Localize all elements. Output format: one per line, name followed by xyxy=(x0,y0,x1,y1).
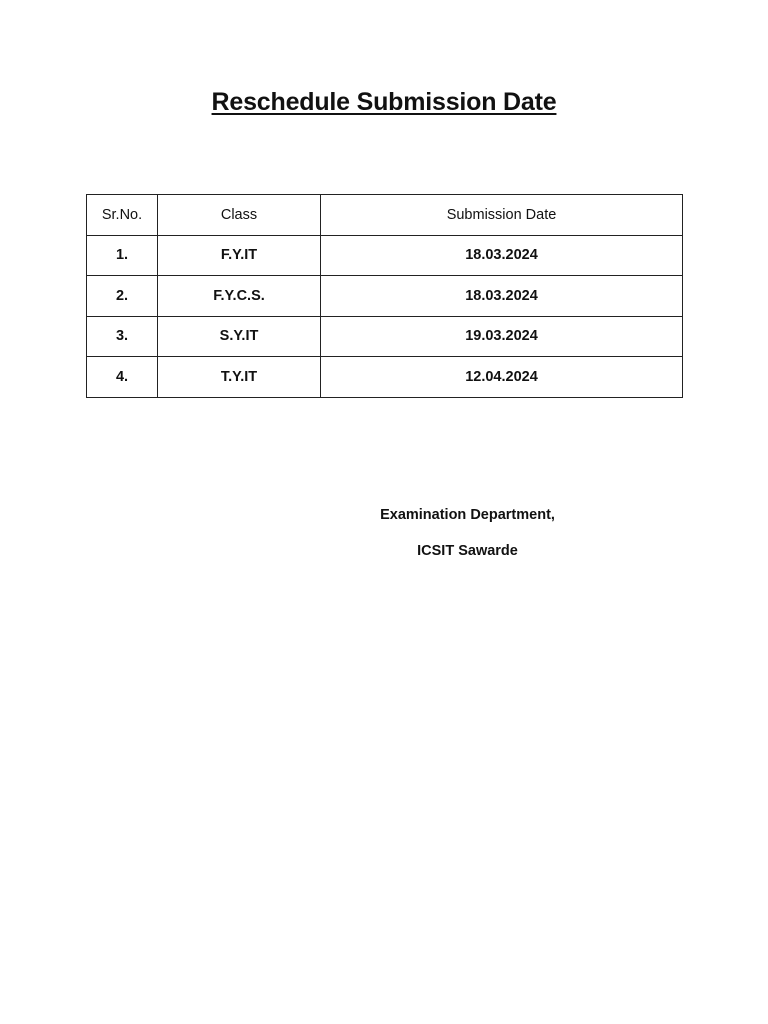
header-submission-date: Submission Date xyxy=(320,194,683,236)
table-row: 1. F.Y.IT 18.03.2024 xyxy=(86,234,683,276)
header-sr-no: Sr.No. xyxy=(86,194,158,236)
cell-class: S.Y.IT xyxy=(157,315,321,357)
table-row: 2. F.Y.C.S. 18.03.2024 xyxy=(86,275,683,317)
footer-department: Examination Department, xyxy=(380,507,555,523)
cell-date: 18.03.2024 xyxy=(320,234,683,276)
table-header-row: Sr.No. Class Submission Date xyxy=(86,194,683,236)
cell-sr-no: 2. xyxy=(86,275,158,317)
cell-sr-no: 3. xyxy=(86,315,158,357)
cell-class: T.Y.IT xyxy=(157,356,321,398)
table-row: 3. S.Y.IT 19.03.2024 xyxy=(86,315,683,357)
header-class: Class xyxy=(157,194,321,236)
cell-class: F.Y.C.S. xyxy=(157,275,321,317)
footer-institute: ICSIT Sawarde xyxy=(417,543,518,559)
cell-class: F.Y.IT xyxy=(157,234,321,276)
table-row: 4. T.Y.IT 12.04.2024 xyxy=(86,356,683,398)
cell-date: 12.04.2024 xyxy=(320,356,683,398)
cell-sr-no: 4. xyxy=(86,356,158,398)
cell-sr-no: 1. xyxy=(86,234,158,276)
cell-date: 18.03.2024 xyxy=(320,275,683,317)
cell-date: 19.03.2024 xyxy=(320,315,683,357)
page-title: Reschedule Submission Date xyxy=(211,88,557,116)
submission-table: Sr.No. Class Submission Date 1. F.Y.IT 1… xyxy=(86,194,683,398)
